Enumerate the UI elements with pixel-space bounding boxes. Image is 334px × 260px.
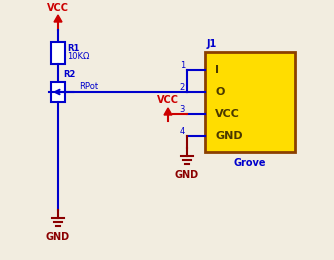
Text: GND: GND: [46, 232, 70, 242]
Text: VCC: VCC: [157, 95, 179, 105]
Bar: [205, 52, 295, 152]
Text: RPot: RPot: [79, 81, 98, 90]
Text: VCC: VCC: [47, 3, 69, 13]
Bar: [51, 82, 65, 102]
Polygon shape: [164, 108, 172, 115]
Polygon shape: [54, 15, 62, 22]
Text: 4: 4: [180, 127, 185, 135]
Text: I: I: [215, 65, 219, 75]
Text: 10KΩ: 10KΩ: [67, 52, 90, 61]
Text: J1: J1: [207, 39, 217, 49]
Text: VCC: VCC: [215, 109, 240, 119]
Text: 3: 3: [180, 105, 185, 114]
Bar: [51, 42, 65, 64]
Text: 2: 2: [180, 82, 185, 92]
Text: GND: GND: [215, 131, 242, 141]
Text: 1: 1: [180, 61, 185, 69]
Text: O: O: [215, 87, 224, 97]
Text: R1: R1: [67, 44, 79, 53]
Text: GND: GND: [175, 170, 199, 180]
Text: Grove: Grove: [234, 158, 266, 168]
Text: R2: R2: [63, 69, 75, 79]
